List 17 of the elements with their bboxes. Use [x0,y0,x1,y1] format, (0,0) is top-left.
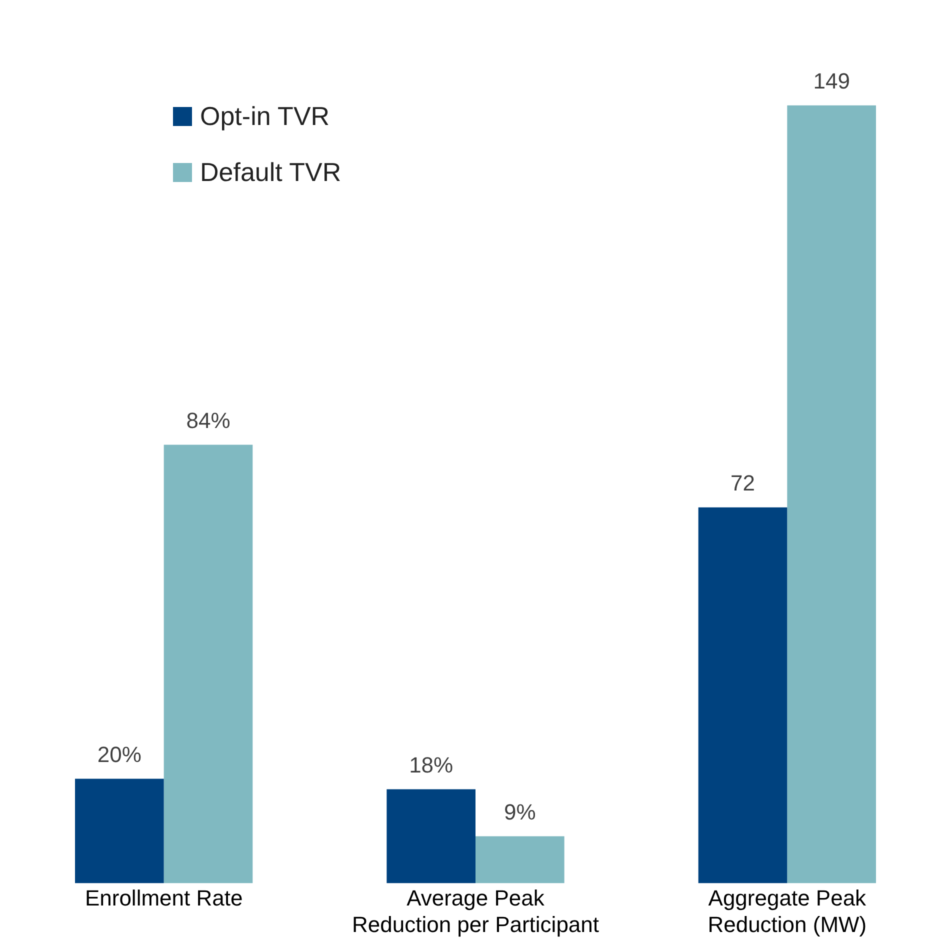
data-label: 84% [186,408,230,433]
data-label: 149 [813,68,850,94]
bar [75,778,164,884]
bar [698,507,788,884]
data-label: 9% [504,799,536,824]
data-label: 18% [409,752,454,778]
bar [476,836,564,884]
x-tick-label: Enrollment Rate [84,885,243,910]
bar [164,444,253,884]
bar [787,105,876,884]
x-tick-label: Average Peak Reduction per Participant [352,885,600,937]
bar [386,789,476,884]
legend-label: Default TVR [200,156,342,188]
data-label: 20% [97,742,142,767]
legend-label: Opt-in TVR [200,100,330,132]
data-label: 72 [730,470,755,496]
x-tick-label: Aggregate Peak Reduction (MW) [708,885,868,937]
